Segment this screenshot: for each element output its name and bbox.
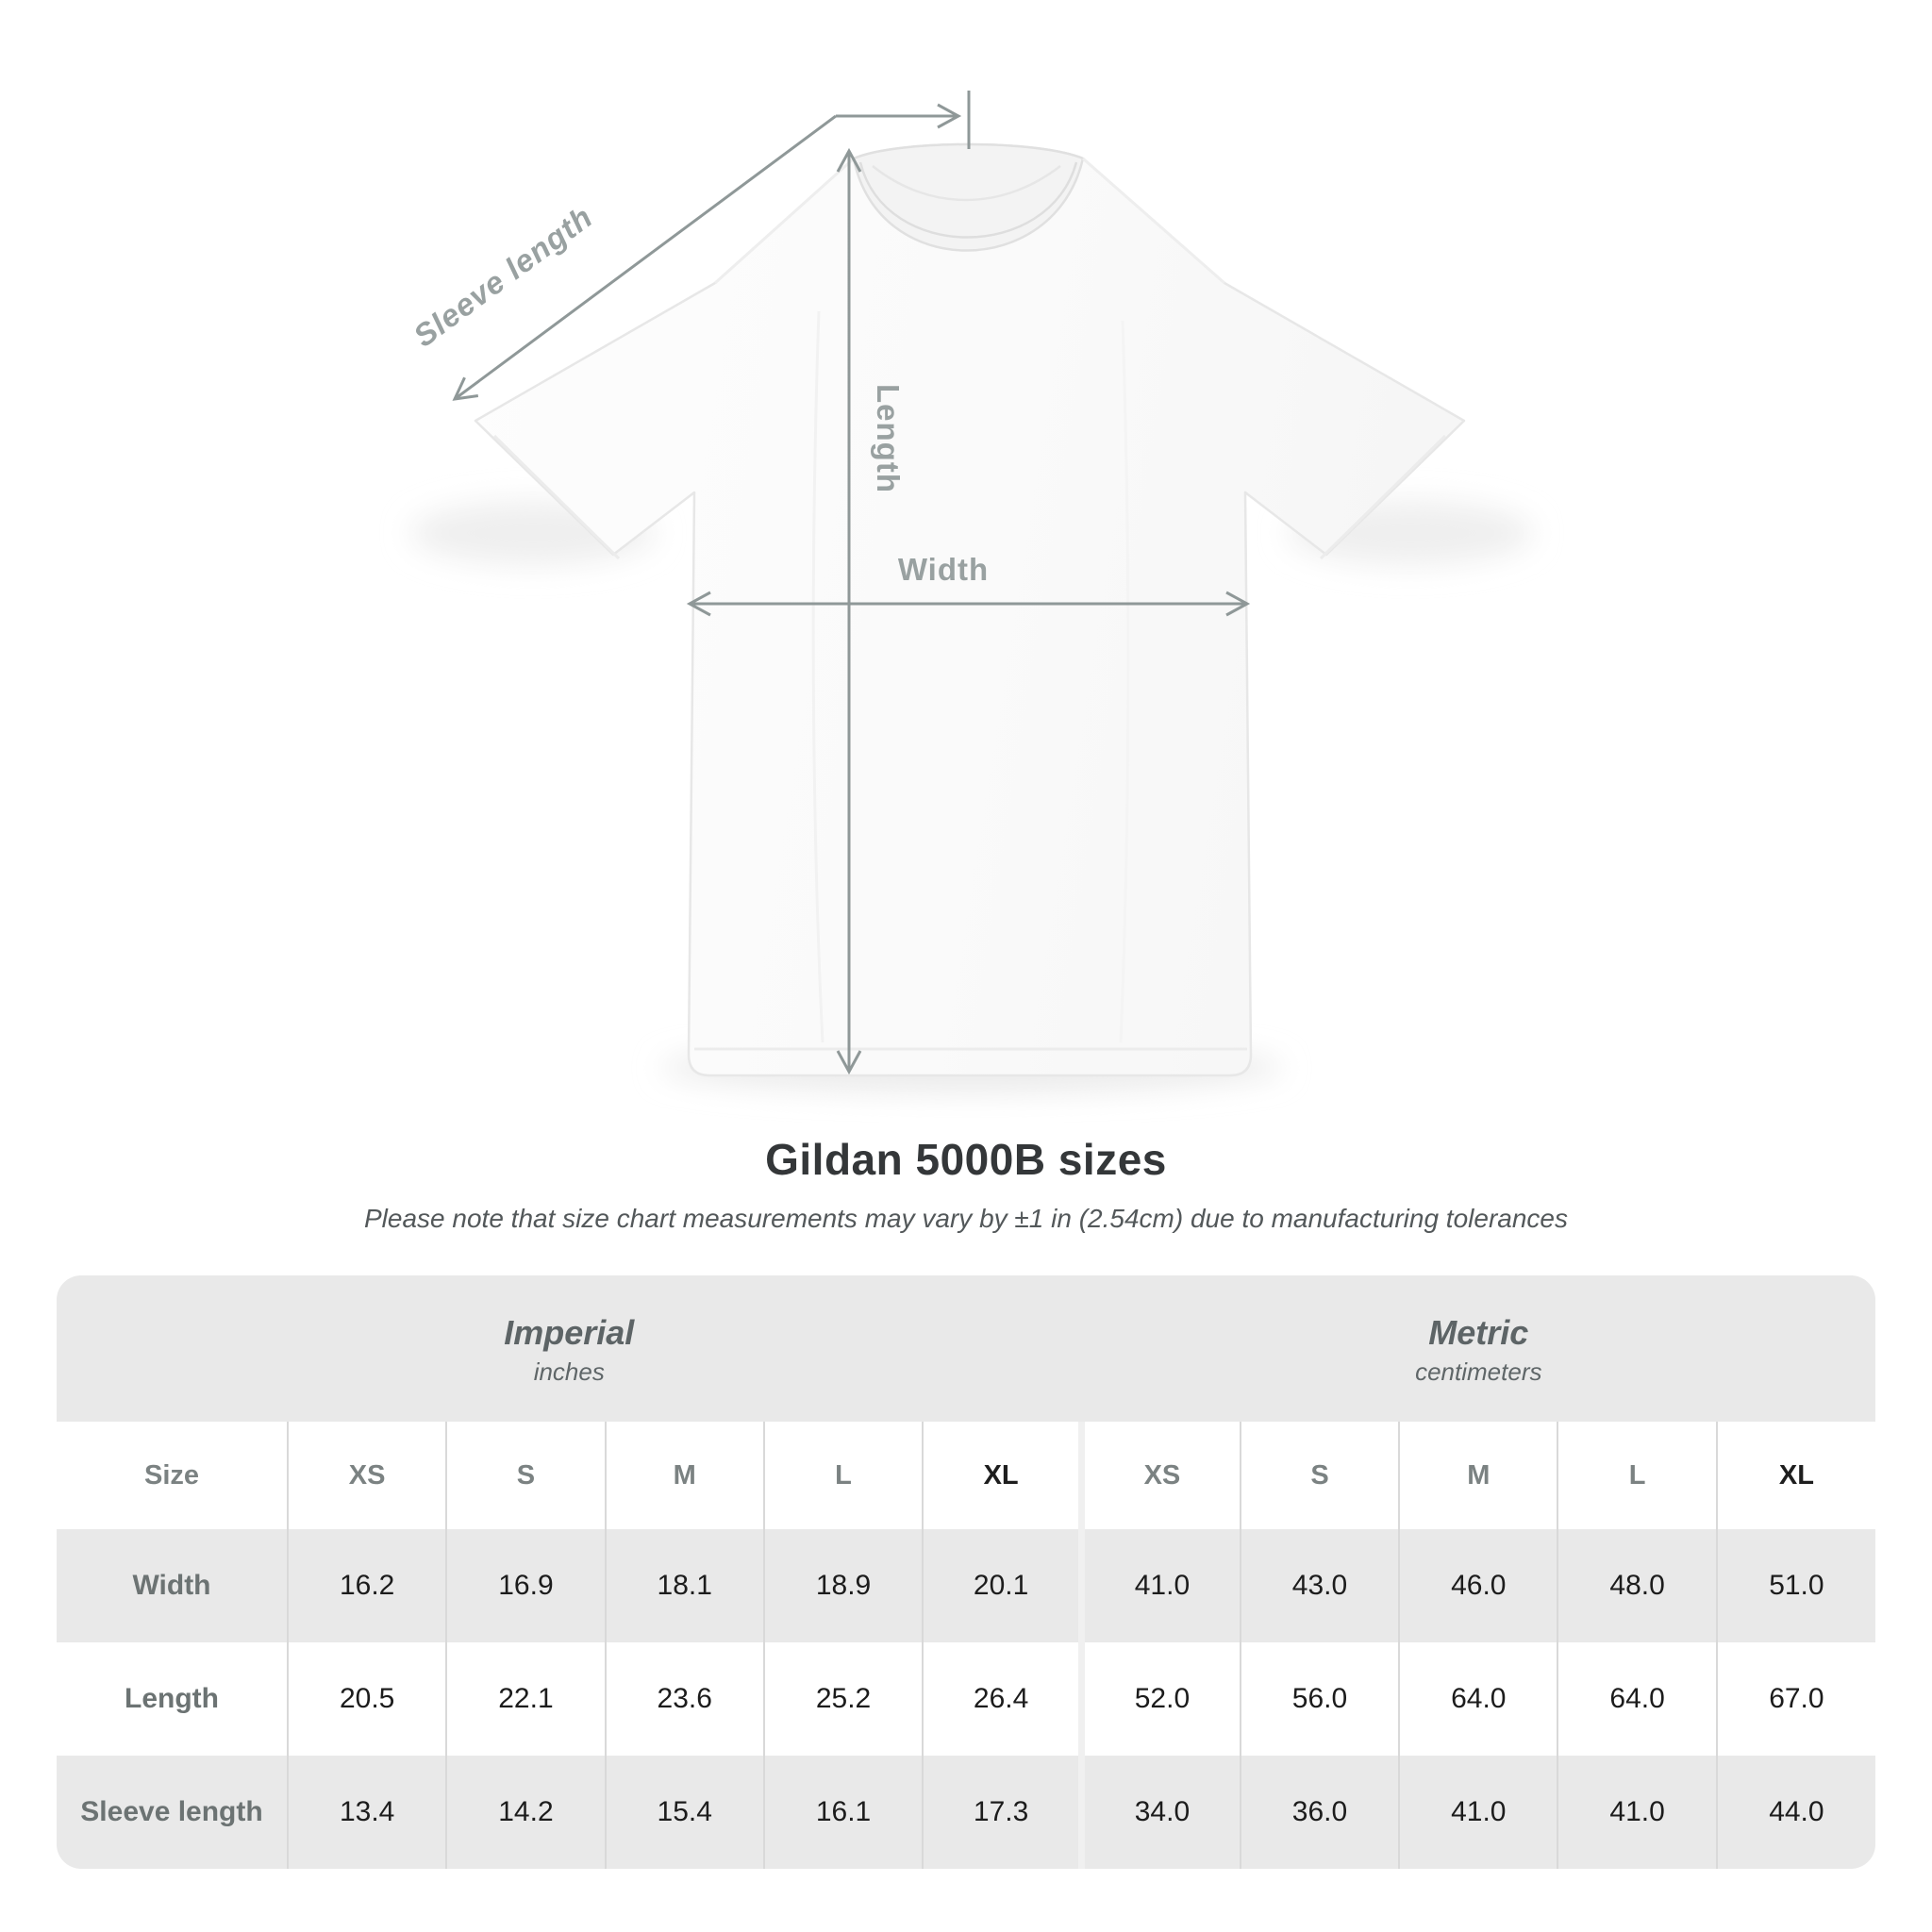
imperial-group-unit: inches — [533, 1357, 605, 1386]
imperial-group-name: Imperial — [504, 1312, 635, 1352]
table-cell: 14.2 — [445, 1756, 606, 1869]
metric-size-s: S — [1239, 1422, 1400, 1529]
left-sleeve-hem — [492, 434, 621, 560]
imperial-size-m: M — [604, 1422, 764, 1529]
sleeve-length-label: Sleeve length — [407, 199, 598, 354]
table-cell: 64.0 — [1398, 1642, 1558, 1756]
table-cell: 41.0 — [1398, 1756, 1558, 1869]
table-cell: 48.0 — [1557, 1529, 1717, 1642]
size-table-container: Imperial inches Metric centimeters Size … — [57, 1275, 1875, 1869]
row-label: Sleeve length — [80, 1796, 263, 1827]
width-label: Width — [898, 552, 989, 587]
table-row-sleeve-length: Sleeve length 13.4 14.2 15.4 16.1 17.3 3… — [57, 1756, 1875, 1869]
table-cell: 20.5 — [286, 1642, 447, 1756]
metric-group-header: Metric centimeters — [1081, 1275, 1875, 1422]
metric-group-unit: centimeters — [1415, 1357, 1542, 1386]
table-cell: 34.0 — [1078, 1756, 1241, 1869]
table-cell: 22.1 — [445, 1642, 606, 1756]
table-cell: 64.0 — [1557, 1642, 1717, 1756]
collar-back-edge — [872, 165, 1061, 202]
imperial-size-xs: XS — [286, 1422, 447, 1529]
metric-size-xs: XS — [1078, 1422, 1241, 1529]
table-cell: 25.2 — [762, 1642, 924, 1756]
table-cell: 43.0 — [1239, 1529, 1400, 1642]
table-cell: 67.0 — [1715, 1642, 1875, 1756]
tshirt-graphic — [474, 142, 1466, 1077]
table-cell: 41.0 — [1557, 1756, 1717, 1869]
tshirt-body — [474, 142, 1466, 1077]
size-table: Imperial inches Metric centimeters Size … — [57, 1275, 1875, 1869]
measurement-annotations — [452, 91, 1251, 1075]
fabric-fold-left — [811, 310, 824, 1043]
table-row-length: Length 20.5 22.1 23.6 25.2 26.4 52.0 56.… — [57, 1642, 1875, 1756]
table-cell: 52.0 — [1078, 1642, 1241, 1756]
left-shoulder-seam — [713, 157, 856, 285]
tolerance-note: Please note that size chart measurements… — [364, 1204, 1568, 1233]
table-cell: 26.4 — [922, 1642, 1082, 1756]
table-cell: 18.9 — [762, 1529, 924, 1642]
metric-group-name: Metric — [1428, 1312, 1529, 1352]
imperial-size-s: S — [445, 1422, 606, 1529]
table-cell: 44.0 — [1715, 1756, 1875, 1869]
table-cell: 20.1 — [922, 1529, 1082, 1642]
table-cell: 16.1 — [762, 1756, 924, 1869]
table-cell: 46.0 — [1398, 1529, 1558, 1642]
right-shoulder-seam — [1082, 157, 1225, 285]
table-cell: 17.3 — [922, 1756, 1082, 1869]
imperial-size-l: L — [762, 1422, 924, 1529]
table-cell: 41.0 — [1078, 1529, 1241, 1642]
tshirt-diagram: Sleeve length Length Width — [407, 91, 1533, 1092]
table-cell: 23.6 — [604, 1642, 764, 1756]
size-header-row: Size XS S M L XL XS S M L XL — [57, 1422, 1875, 1529]
table-row-width: Width 16.2 16.9 18.1 18.9 20.1 41.0 43.0… — [57, 1529, 1875, 1642]
table-cell: 56.0 — [1239, 1642, 1400, 1756]
table-cell: 18.1 — [604, 1529, 764, 1642]
fabric-fold-right — [1119, 320, 1130, 1043]
table-cell: 16.9 — [445, 1529, 606, 1642]
size-column-header: Size — [57, 1422, 288, 1529]
unit-group-header-row: Imperial inches Metric centimeters — [57, 1275, 1875, 1422]
table-cell: 36.0 — [1239, 1756, 1400, 1869]
row-label: Width — [132, 1570, 211, 1601]
right-sleeve-hem — [1319, 434, 1447, 560]
collar-rib-seam — [858, 161, 1078, 239]
table-cell: 13.4 — [286, 1756, 447, 1869]
metric-size-l: L — [1557, 1422, 1717, 1529]
length-label: Length — [871, 384, 906, 493]
table-cell: 16.2 — [286, 1529, 447, 1642]
row-label: Length — [125, 1683, 219, 1714]
table-cell: 51.0 — [1715, 1529, 1875, 1642]
metric-size-xl: XL — [1715, 1422, 1875, 1529]
imperial-size-xl: XL — [922, 1422, 1082, 1529]
page-title: Gildan 5000B sizes — [765, 1135, 1167, 1184]
sleeve-length-arrow — [452, 114, 837, 401]
metric-size-m: M — [1398, 1422, 1558, 1529]
imperial-group-header: Imperial inches — [57, 1275, 1082, 1422]
table-cell: 15.4 — [604, 1756, 764, 1869]
